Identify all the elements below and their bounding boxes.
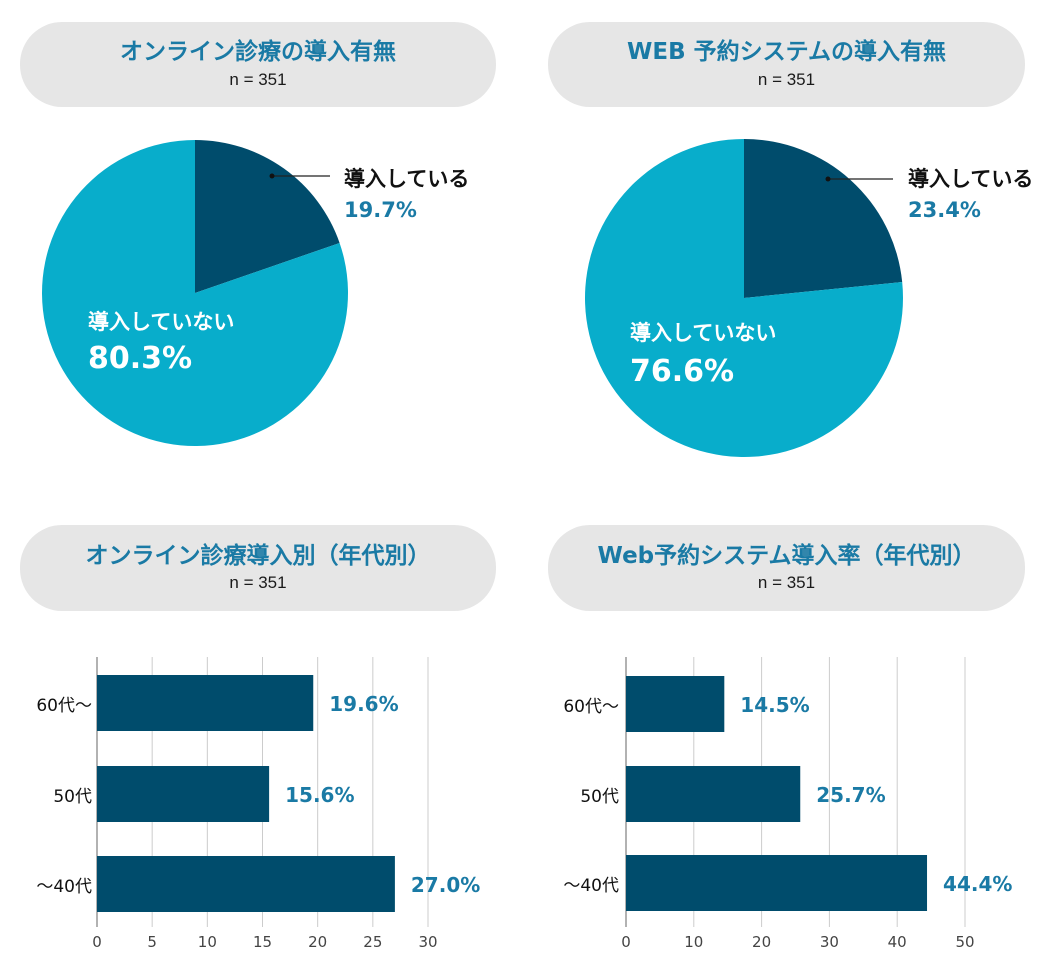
pie1-value-not-adopted: 80.3% xyxy=(88,341,192,376)
pie2-sample-size: n = 351 xyxy=(757,69,816,89)
pie1-leader-dot xyxy=(269,173,275,179)
bar1-category-0: 60代〜 xyxy=(36,696,92,716)
bar2-tick-20: 20 xyxy=(752,933,771,951)
bar2-title: Web予約システム導入率（年代別） xyxy=(597,542,976,569)
bar1-category-1: 50代 xyxy=(53,787,92,807)
bar1-tick-30: 30 xyxy=(418,933,437,951)
bar1-bar-1 xyxy=(97,766,270,822)
bar1-title: オンライン診療導入別（年代別） xyxy=(85,542,431,569)
bar2-tick-10: 10 xyxy=(684,933,703,951)
pie1-slice-not-adopted xyxy=(42,140,349,447)
bar2-bar-0 xyxy=(626,676,725,732)
bar1-sample-size: n = 351 xyxy=(229,573,287,593)
pie2-title: WEB 予約システムの導入有無 xyxy=(627,39,946,66)
bar2-value-label-0: 14.5% xyxy=(740,693,809,717)
bar1-value-label-1: 15.6% xyxy=(285,783,354,807)
pie1-label-adopted: 導入している xyxy=(344,167,469,191)
bar1-header: オンライン診療導入別（年代別） n = 351 xyxy=(20,525,496,611)
bar1-tick-20: 20 xyxy=(308,933,327,951)
pie2-header: WEB 予約システムの導入有無 n = 351 xyxy=(548,22,1025,107)
bar1-bar-0 xyxy=(97,675,314,731)
pie2-slice-adopted xyxy=(744,139,903,298)
bar2-sample-size: n = 351 xyxy=(757,573,816,593)
bar1-tick-25: 25 xyxy=(363,933,382,951)
pie1-label-not-adopted: 導入していない xyxy=(88,310,234,334)
bar2-value-label-2: 44.4% xyxy=(943,872,1012,896)
pie1-value-adopted: 19.7% xyxy=(344,198,417,222)
bar1-tick-5: 5 xyxy=(147,933,157,951)
bar1-bar-2 xyxy=(97,856,395,912)
pie1-sample-size: n = 351 xyxy=(229,69,287,89)
pie2-value-adopted: 23.4% xyxy=(908,198,981,222)
pie2-leader-dot xyxy=(825,176,831,182)
bar2-value-label-1: 25.7% xyxy=(816,783,885,807)
pie2-label-not-adopted: 導入していない xyxy=(630,321,776,345)
pie2-value-not-adopted: 76.6% xyxy=(630,354,734,389)
bar2-category-0: 60代〜 xyxy=(563,697,619,717)
bar2-bar-1 xyxy=(626,766,801,822)
pie1-title: オンライン診療の導入有無 xyxy=(120,39,396,66)
pie2-slice-not-adopted xyxy=(584,139,903,457)
bar2-tick-30: 30 xyxy=(820,933,839,951)
pie2-label-adopted: 導入している xyxy=(908,167,1033,191)
bar2-bar-2 xyxy=(626,855,928,911)
bar1-tick-10: 10 xyxy=(198,933,217,951)
pie1-header: オンライン診療の導入有無 n = 351 xyxy=(20,22,496,107)
bar1-category-2: 〜40代 xyxy=(36,877,92,897)
bar1-value-label-2: 27.0% xyxy=(411,873,480,897)
pie1-slice-adopted xyxy=(195,140,340,293)
bar2-tick-0: 0 xyxy=(621,933,631,951)
bar2-category-1: 50代 xyxy=(580,787,619,807)
bar1-value-label-0: 19.6% xyxy=(329,692,398,716)
bar2-tick-40: 40 xyxy=(888,933,907,951)
bar1-tick-15: 15 xyxy=(253,933,272,951)
bar2-header: Web予約システム導入率（年代別） n = 351 xyxy=(548,525,1025,611)
bar2-tick-50: 50 xyxy=(955,933,974,951)
bar2-category-2: 〜40代 xyxy=(563,876,619,896)
bar1-tick-0: 0 xyxy=(92,933,102,951)
